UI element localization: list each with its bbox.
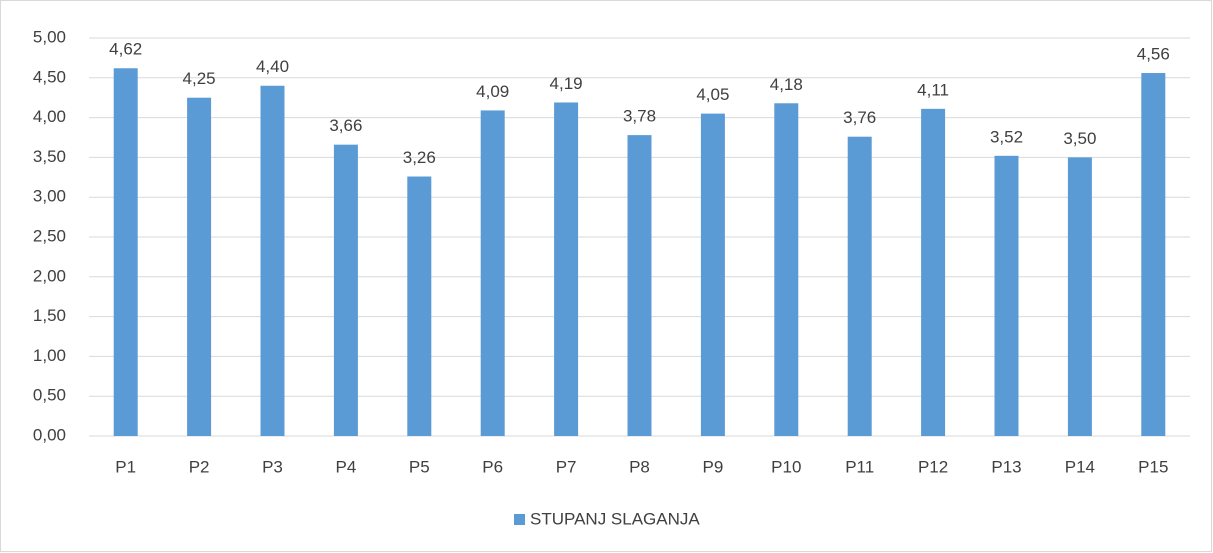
y-tick-label: 0,50 [33, 386, 66, 405]
x-tick-label: P6 [482, 457, 503, 476]
x-tick-label: P8 [629, 457, 650, 476]
data-label: 4,09 [476, 82, 509, 101]
data-label: 4,05 [696, 85, 729, 104]
data-label: 3,52 [990, 127, 1023, 146]
x-tick-label: P9 [703, 457, 724, 476]
x-tick-label: P12 [918, 457, 948, 476]
legend-label: STUPANJ SLAGANJA [530, 509, 700, 528]
y-tick-label: 3,50 [33, 147, 66, 166]
x-tick-label: P14 [1065, 457, 1095, 476]
x-tick-label: P3 [262, 457, 283, 476]
x-tick-label: P13 [991, 457, 1021, 476]
bar [847, 136, 872, 437]
bar [333, 144, 358, 436]
y-tick-label: 3,00 [33, 187, 66, 206]
bar [113, 68, 138, 437]
y-tick-label: 2,50 [33, 226, 66, 245]
bar [921, 108, 946, 437]
x-tick-label: P11 [845, 457, 874, 476]
bar [187, 97, 212, 436]
legend-swatch [514, 514, 525, 525]
data-label: 3,50 [1063, 129, 1096, 148]
y-tick-label: 1,00 [33, 346, 66, 365]
bar [407, 176, 432, 436]
data-label: 4,19 [550, 74, 583, 93]
y-tick-label: 0,00 [33, 425, 66, 444]
bar [1141, 73, 1166, 437]
x-tick-label: P5 [409, 457, 430, 476]
bar [994, 155, 1019, 437]
x-tick-label: P4 [336, 457, 357, 476]
data-label: 4,40 [256, 57, 289, 76]
y-tick-label: 5,00 [33, 27, 66, 46]
x-tick-label: P15 [1138, 457, 1168, 476]
data-label: 3,76 [843, 108, 876, 127]
bar [774, 103, 799, 436]
bar [480, 110, 505, 436]
x-tick-label: P2 [189, 457, 210, 476]
data-label: 3,78 [623, 107, 656, 126]
y-tick-label: 4,50 [33, 67, 66, 86]
x-tick-label: P7 [556, 457, 577, 476]
data-label: 4,62 [109, 40, 142, 59]
data-label: 4,11 [917, 80, 949, 99]
bar [1067, 157, 1092, 436]
data-label: 4,25 [183, 69, 216, 88]
x-tick-label: P10 [771, 457, 801, 476]
bar [700, 113, 725, 437]
data-label: 3,66 [329, 116, 362, 135]
y-tick-label: 1,50 [33, 306, 66, 325]
bar [554, 102, 579, 436]
bar [627, 135, 652, 436]
y-tick-label: 2,00 [33, 266, 66, 285]
data-label: 4,18 [770, 75, 803, 94]
y-tick-label: 4,00 [33, 107, 66, 126]
bar [260, 85, 285, 436]
x-tick-label: P1 [115, 457, 136, 476]
data-label: 4,56 [1137, 45, 1170, 64]
data-label: 3,26 [403, 148, 436, 167]
